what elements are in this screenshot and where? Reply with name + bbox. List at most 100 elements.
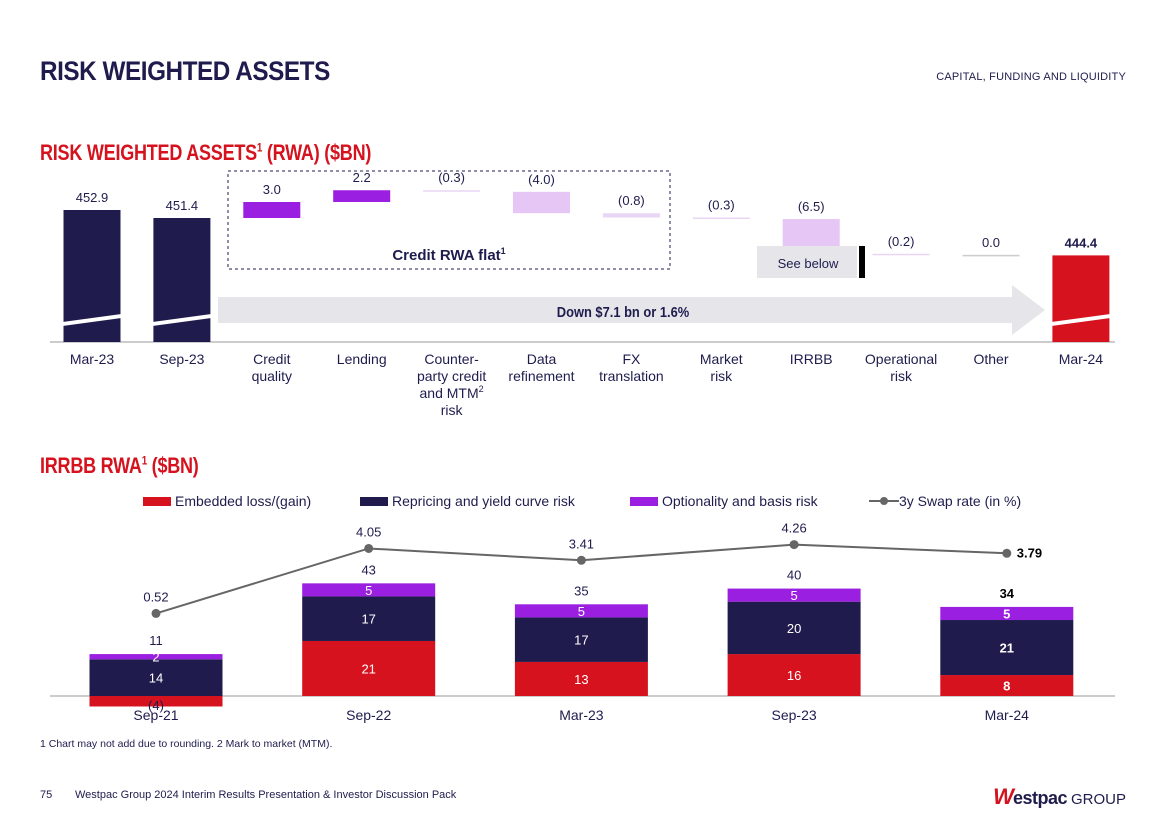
rwa-category-label: quality bbox=[252, 368, 292, 384]
logo-word: estpac bbox=[1012, 788, 1068, 808]
rwa-value-label: (6.5) bbox=[798, 199, 825, 214]
rwa-bar-data-refinement bbox=[513, 191, 570, 214]
irrbb-bar-embedded bbox=[89, 696, 223, 707]
irrbb-bar-embedded bbox=[727, 654, 861, 696]
rwa-bar-mar-24 bbox=[1052, 255, 1110, 342]
rwa-category-label: Data bbox=[527, 351, 557, 367]
rwa-title-sup: 1 bbox=[256, 140, 263, 155]
rwa-bar-counter-party-credit-and-mtm-risk bbox=[423, 190, 481, 192]
irrbb-label-optionality: 5 bbox=[1003, 606, 1010, 621]
rwa-category-label: party credit bbox=[417, 368, 486, 384]
rwa-value-label: (0.3) bbox=[708, 197, 735, 212]
rwa-bar-market-risk bbox=[692, 217, 750, 219]
rwa-category-label: Other bbox=[973, 351, 1008, 367]
rwa-value-label: 2.2 bbox=[353, 170, 371, 185]
irrbb-total-label: 35 bbox=[574, 583, 588, 598]
swap-rate-label: 4.26 bbox=[781, 521, 806, 536]
rwa-chart-title: RISK WEIGHTED ASSETS1 (RWA) ($BN) bbox=[40, 140, 371, 166]
irrbb-category-label: Sep-22 bbox=[346, 707, 391, 723]
section-tag: CAPITAL, FUNDING AND LIQUIDITY bbox=[936, 71, 1126, 83]
irrbb-label-repricing: 17 bbox=[574, 633, 588, 648]
rwa-title-suffix: (RWA) ($BN) bbox=[262, 140, 372, 165]
rwa-category-label: translation bbox=[599, 368, 664, 384]
footer-text: Westpac Group 2024 Interim Results Prese… bbox=[75, 789, 457, 801]
irrbb-title-sup: 1 bbox=[141, 453, 147, 468]
rwa-bar-lending bbox=[333, 190, 391, 202]
swap-rate-point bbox=[576, 555, 586, 565]
swap-rate-label: 3.79 bbox=[1017, 545, 1042, 560]
rwa-category-label: Sep-23 bbox=[159, 351, 204, 367]
rwa-value-label: 452.9 bbox=[76, 190, 109, 205]
irrbb-bar-optionality bbox=[727, 588, 861, 602]
logo-group: GROUP bbox=[1070, 791, 1126, 808]
irrbb-label-optionality: 2 bbox=[152, 650, 159, 665]
irrbb-bar-repricing bbox=[514, 617, 648, 662]
footnote: 1 Chart may not add due to rounding. 2 M… bbox=[40, 738, 333, 750]
swap-rate-point bbox=[151, 608, 161, 618]
irrbb-label-embedded: 13 bbox=[574, 672, 588, 687]
swap-rate-label: 0.52 bbox=[143, 589, 168, 604]
irrbb-label-embedded: 16 bbox=[787, 668, 801, 683]
logo-mark: W bbox=[993, 784, 1014, 809]
irrbb-bar-optionality bbox=[514, 604, 648, 618]
legend-swatch-red bbox=[143, 496, 171, 506]
down-arrow bbox=[218, 285, 1045, 335]
rwa-category-label: Operational bbox=[865, 351, 937, 367]
irrbb-category-label: Mar-23 bbox=[559, 707, 604, 723]
legend-swatch-navy bbox=[360, 496, 388, 506]
credit-rwa-label: Credit RWA flat1 bbox=[392, 246, 505, 264]
rwa-value-label: 444.4 bbox=[1065, 235, 1098, 250]
irrbb-bar-embedded bbox=[302, 640, 436, 696]
irrbb-label-repricing: 20 bbox=[787, 621, 801, 636]
irrbb-label-optionality: 5 bbox=[578, 604, 585, 619]
irrbb-category-label: Sep-21 bbox=[133, 707, 178, 723]
rwa-category-label: and MTM2 bbox=[420, 384, 484, 401]
rwa-category-label: Lending bbox=[337, 351, 387, 367]
rwa-category-label: Mar-23 bbox=[70, 351, 115, 367]
rwa-value-label: (0.2) bbox=[888, 234, 915, 249]
legend-optionality-label: Optionality and basis risk bbox=[662, 493, 818, 509]
swap-rate-point bbox=[789, 540, 799, 550]
legend-swap: 3y Swap rate (in %) bbox=[869, 493, 1021, 509]
legend-embedded: Embedded loss/(gain) bbox=[143, 493, 311, 509]
rwa-category-label: risk bbox=[890, 368, 913, 384]
see-below-label: See below bbox=[778, 256, 839, 271]
rwa-category-label: Mar-24 bbox=[1059, 351, 1104, 367]
irrbb-label-embedded: (4) bbox=[148, 698, 164, 713]
rwa-category-label: IRRBB bbox=[790, 351, 833, 367]
rwa-category-label: Credit bbox=[253, 351, 290, 367]
irrbb-total-label: 34 bbox=[1000, 586, 1015, 601]
rwa-category-label: Counter- bbox=[424, 351, 479, 367]
rwa-category-label: refinement bbox=[508, 368, 574, 384]
irrbb-total-label: 40 bbox=[787, 568, 801, 583]
legend-line-icon bbox=[869, 497, 899, 505]
irrbb-bar-repricing bbox=[940, 620, 1074, 676]
irrbb-bar-embedded bbox=[940, 675, 1074, 696]
rwa-value-label: (4.0) bbox=[528, 172, 555, 187]
irrbb-label-repricing: 14 bbox=[149, 671, 163, 686]
axis-break-slash bbox=[1051, 314, 1111, 326]
rwa-category-label: risk bbox=[710, 368, 733, 384]
rwa-title-text: RISK WEIGHTED ASSETS bbox=[40, 140, 257, 165]
irrbb-label-optionality: 5 bbox=[790, 588, 797, 603]
legend-optionality: Optionality and basis risk bbox=[630, 493, 818, 509]
irrbb-category-label: Mar-24 bbox=[985, 707, 1030, 723]
rwa-value-label: 451.4 bbox=[166, 198, 199, 213]
rwa-value-label: 0.0 bbox=[982, 235, 1000, 250]
irrbb-bar-optionality bbox=[302, 583, 436, 597]
swap-rate-label: 3.41 bbox=[569, 536, 594, 551]
rwa-value-label: (0.3) bbox=[438, 170, 465, 185]
irrbb-label-embedded: 21 bbox=[361, 661, 375, 676]
irrbb-chart-title: IRRBB RWA1 ($BN) bbox=[40, 453, 199, 479]
see-below-marker bbox=[859, 246, 865, 278]
rwa-bar-fx-translation bbox=[602, 213, 660, 218]
legend-swatch-purple bbox=[630, 496, 658, 506]
irrbb-stacked-chart: (4) 14 2 11 Sep-21 21 17 5 43 Sep-22 13 17 5 35 Mar-23… bbox=[50, 521, 1115, 723]
irrbb-bar-repricing bbox=[89, 659, 223, 696]
legend-repricing-label: Repricing and yield curve risk bbox=[392, 493, 575, 509]
irrbb-total-label: 43 bbox=[361, 562, 375, 577]
irrbb-bar-optionality bbox=[89, 654, 223, 660]
irrbb-bar-repricing bbox=[302, 596, 436, 641]
page-title: RISK WEIGHTED ASSETS bbox=[40, 56, 330, 86]
down-arrow-label: Down $7.1 bn or 1.6% bbox=[557, 303, 690, 320]
